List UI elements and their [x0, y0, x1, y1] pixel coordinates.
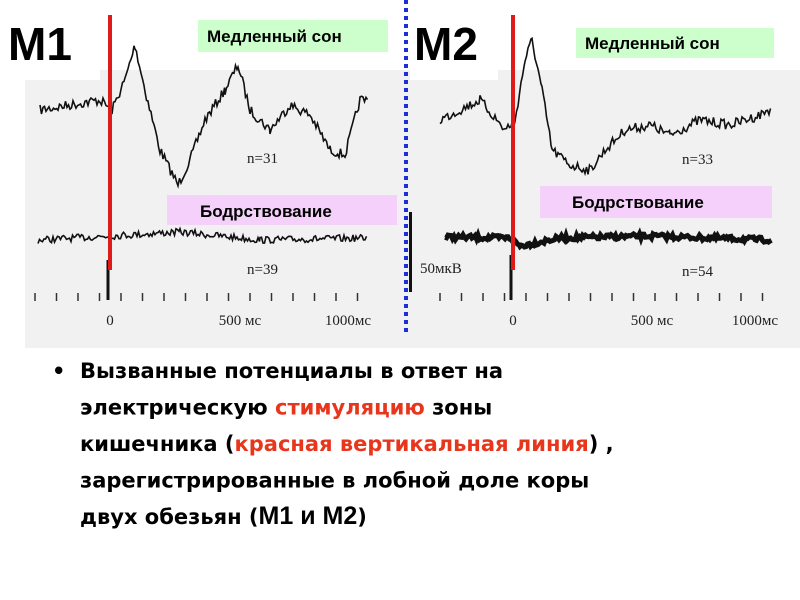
label-box [0, 0, 100, 80]
axis-label: 1000мс [732, 313, 778, 329]
axis-label: 0 [106, 313, 114, 329]
caption-text: ) , [589, 432, 614, 456]
sleep-box [576, 28, 774, 58]
trace [39, 45, 369, 189]
caption-text: красная вертикальная линия [235, 432, 589, 456]
trace [444, 227, 773, 251]
caption-text: двух обезьян ( [80, 505, 259, 529]
scale-bar [409, 212, 412, 292]
wake-box [540, 186, 772, 218]
caption-text: ) [357, 505, 367, 529]
caption-text: кишечника ( [80, 432, 235, 456]
caption-line: двух обезьян (М1 и М2) [80, 502, 367, 530]
n-label: n=33 [682, 152, 713, 168]
panel-label: М2 [414, 18, 478, 70]
caption-line: электрическую стимуляцию зоны [80, 396, 492, 420]
label-box [410, 0, 498, 80]
n-label: n=54 [682, 264, 713, 280]
n-label: n=39 [247, 262, 278, 278]
caption-text: зоны [425, 396, 492, 420]
caption-line: зарегистрированные в лобной доле коры [80, 469, 589, 493]
caption-line: Вызванные потенциалы в ответ на [80, 359, 503, 383]
wake-label: Бодрствование [572, 193, 704, 212]
axis-label: 500 мс [631, 313, 674, 329]
sleep-label: Медленный сон [207, 27, 342, 46]
axis-label: 0 [509, 313, 517, 329]
caption-text: электрическую [80, 396, 275, 420]
wake-box [167, 195, 397, 225]
caption-text: М1 и М2 [259, 502, 358, 530]
trace [439, 36, 772, 177]
wake-label: Бодрствование [200, 202, 332, 221]
caption-text: Вызванные потенциалы в ответ на [80, 359, 503, 383]
n-label: n=31 [247, 151, 278, 167]
caption: Вызванные потенциалы в ответ на электриче… [80, 359, 614, 530]
scale-label: 50мкВ [420, 261, 462, 277]
axis-label: 1000мс [325, 313, 371, 329]
trace [37, 226, 368, 245]
sleep-label: Медленный сон [585, 34, 720, 53]
bullet: • [52, 359, 65, 383]
traces [34, 36, 773, 301]
caption-text: зарегистрированные в лобной доле коры [80, 469, 589, 493]
caption-line: кишечника (красная вертикальная линия) , [80, 432, 614, 456]
sleep-box [198, 20, 388, 52]
caption-text: стимуляцию [275, 396, 425, 420]
panel-label: М1 [8, 18, 72, 70]
axis-label: 500 мс [219, 313, 262, 329]
